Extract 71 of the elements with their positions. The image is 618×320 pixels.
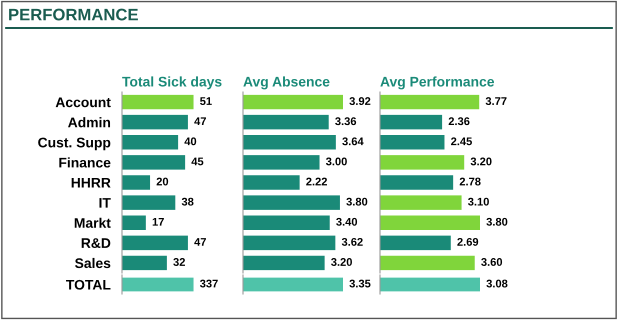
bar <box>122 94 194 110</box>
data-label: 337 <box>200 280 218 288</box>
data-label: 3.00 <box>326 158 347 166</box>
bar <box>243 256 325 270</box>
bar <box>380 135 444 150</box>
data-label: 2.45 <box>451 137 472 146</box>
bar <box>380 94 480 110</box>
bar <box>122 155 186 170</box>
y-tick-label: Account <box>56 98 111 108</box>
y-tick-label: IT <box>99 198 111 208</box>
bar <box>380 195 462 210</box>
bar <box>243 236 336 250</box>
data-label: 40 <box>184 137 196 146</box>
bar <box>380 256 475 270</box>
data-label: 3.80 <box>346 198 368 206</box>
bar <box>243 94 343 110</box>
y-tick-label: TOTAL <box>66 280 110 290</box>
text: PERFORMANCE <box>9 8 138 20</box>
data-label: 3.62 <box>342 238 363 246</box>
bar <box>380 236 451 250</box>
data-label: 3.20 <box>470 158 492 166</box>
data-label: 3.92 <box>349 97 370 106</box>
data-label: 32 <box>173 258 185 266</box>
data-label: 47 <box>194 117 206 126</box>
bar <box>243 155 320 170</box>
chart-title: Avg Absence <box>243 76 330 90</box>
data-label: 3.80 <box>486 218 508 226</box>
data-label: 3.77 <box>486 97 507 106</box>
data-label: 3.10 <box>468 198 489 206</box>
chart-title: Avg Performance <box>380 76 494 90</box>
bar <box>380 155 464 170</box>
data-label: 2.22 <box>306 178 327 186</box>
chart-title: Total Sick days <box>122 76 222 90</box>
data-label: 2.69 <box>457 238 478 246</box>
y-tick-label: R&D <box>82 238 110 248</box>
data-label: 20 <box>156 178 168 186</box>
bar <box>243 215 330 230</box>
bar <box>380 215 480 230</box>
y-tick-label: HHRR <box>72 178 111 188</box>
bar <box>122 175 150 190</box>
bar <box>122 256 167 270</box>
bar <box>243 175 300 190</box>
bar <box>380 114 442 130</box>
data-label: 3.60 <box>481 258 502 266</box>
data-label: 3.20 <box>331 258 352 266</box>
y-tick-label: Markt <box>74 218 111 228</box>
y-tick-label: Cust. Supp <box>38 138 110 150</box>
data-label: 2.36 <box>448 117 470 126</box>
bar <box>122 114 188 130</box>
bar <box>122 215 146 230</box>
data-label: 17 <box>152 218 164 226</box>
bar <box>380 175 454 190</box>
bar <box>243 195 340 210</box>
bar <box>243 135 336 150</box>
data-label: 45 <box>191 158 204 166</box>
data-label: 2.78 <box>460 178 481 186</box>
y-tick-label: Finance <box>59 157 110 168</box>
y-tick-label: Sales <box>74 258 110 268</box>
bar <box>122 195 176 210</box>
data-label: 51 <box>200 97 212 106</box>
y-tick-label: Admin <box>68 117 110 128</box>
data-label: 3.64 <box>342 137 364 146</box>
data-label: 3.40 <box>336 218 358 226</box>
data-label: 38 <box>182 198 194 206</box>
bar <box>122 236 188 250</box>
bar <box>243 114 329 130</box>
data-label: 3.35 <box>349 280 370 288</box>
bar <box>122 135 178 150</box>
data-label: 3.08 <box>486 280 508 288</box>
data-label: 3.36 <box>335 117 356 126</box>
data-label: 47 <box>194 238 206 246</box>
